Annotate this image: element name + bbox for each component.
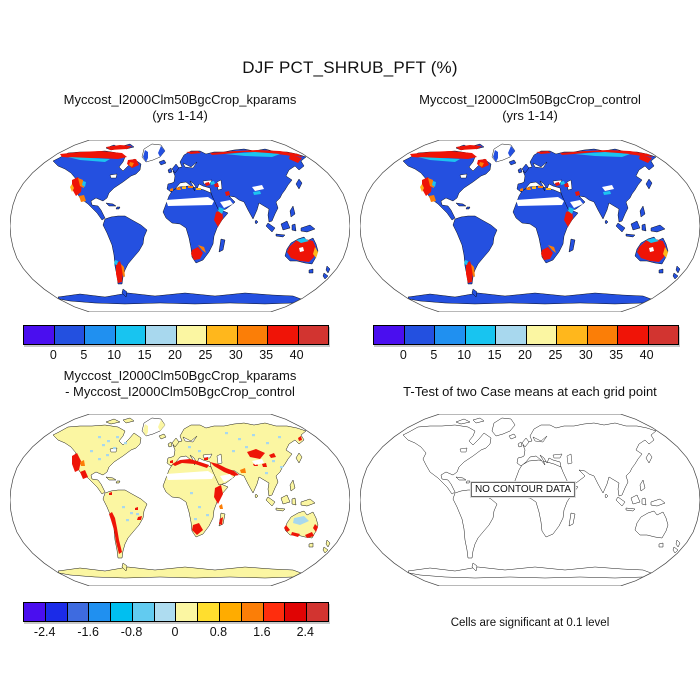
colorbar-tick-label: 35 xyxy=(609,348,624,362)
figure-title: DJF PCT_SHRUB_PFT (%) xyxy=(242,58,458,77)
colorbar-cell xyxy=(617,326,648,344)
colorbar-tick-label: 5 xyxy=(430,348,438,362)
map-diff-svg xyxy=(10,414,350,586)
colorbar-diff: -2.4 -1.6 -0.8 0 0.8 1.6 2.4 xyxy=(23,602,329,642)
colorbar-tick-label: 30 xyxy=(228,348,243,362)
colorbar-cell xyxy=(219,603,241,621)
map-kparams xyxy=(10,140,350,312)
panel-title-kparams: Myccost_I2000Clm50BgcCrop_kparams (yrs 1… xyxy=(10,92,350,124)
panel-title-diff-line1: Myccost_I2000Clm50BgcCrop_kparams xyxy=(63,368,297,383)
colorbar-cell xyxy=(24,603,45,621)
map-diff xyxy=(10,414,350,586)
colorbar-control: 0 5 10 15 20 25 30 35 40 xyxy=(373,325,679,365)
colorbar-diff-cells xyxy=(23,602,329,622)
panel-title-kparams-line2: (yrs 1-14) xyxy=(152,108,208,123)
colorbar-cell xyxy=(66,603,89,621)
colorbar-cell xyxy=(434,326,465,344)
colorbar-cell xyxy=(306,603,328,621)
colorbar-tick-label: 25 xyxy=(548,348,563,362)
colorbar-cell xyxy=(53,326,84,344)
colorbar-tick-label: -1.6 xyxy=(77,625,99,639)
colorbar-cell xyxy=(647,326,678,344)
colorbar-tick-label: -0.8 xyxy=(120,625,143,639)
colorbar-cell xyxy=(556,326,587,344)
map-control xyxy=(360,140,700,312)
map-control-svg xyxy=(360,140,700,312)
colorbar-cell xyxy=(236,326,267,344)
colorbar-tick-label: 10 xyxy=(457,348,472,362)
colorbar-tick-label: 15 xyxy=(487,348,502,362)
colorbar-tick-label: 1.6 xyxy=(253,625,271,639)
colorbar-tick-label: 40 xyxy=(289,348,304,362)
colorbar-control-ticks: 0 5 10 15 20 25 30 35 40 xyxy=(373,348,677,364)
colorbar-cell xyxy=(153,603,176,621)
colorbar-cell xyxy=(44,603,67,621)
no-contour-data-label: NO CONTOUR DATA xyxy=(470,482,576,497)
colorbar-cell xyxy=(525,326,556,344)
colorbar-cell xyxy=(175,326,206,344)
colorbar-kparams: 0 5 10 15 20 25 30 35 40 xyxy=(23,325,329,365)
map-kparams-svg xyxy=(10,140,350,312)
panel-title-control-line1: Myccost_I2000Clm50BgcCrop_control xyxy=(419,92,641,107)
panel-title-kparams-line1: Myccost_I2000Clm50BgcCrop_kparams xyxy=(63,92,297,107)
panel-title-control-line2: (yrs 1-14) xyxy=(502,108,558,123)
colorbar-cell xyxy=(267,326,298,344)
colorbar-tick-label: 0 xyxy=(399,348,407,362)
colorbar-cell xyxy=(403,326,434,344)
colorbar-tick-label: 0 xyxy=(171,625,179,639)
map-ttest-svg xyxy=(360,414,700,586)
colorbar-control-cells xyxy=(373,325,679,345)
colorbar-cell xyxy=(464,326,495,344)
colorbar-cell xyxy=(114,326,145,344)
colorbar-cell xyxy=(262,603,285,621)
colorbar-cell xyxy=(240,603,263,621)
colorbar-tick-label: 10 xyxy=(107,348,122,362)
colorbar-tick-label: 35 xyxy=(259,348,274,362)
colorbar-cell xyxy=(206,326,237,344)
panel-title-diff: Myccost_I2000Clm50BgcCrop_kparams - Mycc… xyxy=(10,368,350,400)
colorbar-tick-label: -2.4 xyxy=(33,625,56,639)
colorbar-tick-label: 15 xyxy=(137,348,152,362)
colorbar-tick-label: 0 xyxy=(49,348,57,362)
colorbar-tick-label: 5 xyxy=(80,348,88,362)
colorbar-cell xyxy=(495,326,526,344)
colorbar-cell xyxy=(110,603,132,621)
colorbar-cell xyxy=(145,326,176,344)
colorbar-cell xyxy=(131,603,154,621)
panel-title-control: Myccost_I2000Clm50BgcCrop_control (yrs 1… xyxy=(360,92,700,124)
significance-caption: Cells are significant at 0.1 level xyxy=(450,617,610,629)
colorbar-tick-label: 0.8 xyxy=(209,625,228,639)
colorbar-cell xyxy=(24,326,54,344)
colorbar-tick-label: 2.4 xyxy=(296,625,314,639)
panel-title-diff-line2: - Myccost_I2000Clm50BgcCrop_control xyxy=(65,384,295,399)
colorbar-tick-label: 20 xyxy=(168,348,182,362)
colorbar-tick-label: 30 xyxy=(578,348,593,362)
colorbar-tick-label: 25 xyxy=(198,348,213,362)
colorbar-cell xyxy=(374,326,404,344)
colorbar-kparams-ticks: 0 5 10 15 20 25 30 35 40 xyxy=(23,348,327,364)
colorbar-cell xyxy=(297,326,328,344)
colorbar-cell xyxy=(197,603,220,621)
map-ttest: NO CONTOUR DATA xyxy=(360,414,700,586)
panel-title-ttest: T-Test of two Case means at each grid po… xyxy=(403,384,657,399)
colorbar-tick-label: 40 xyxy=(639,348,654,362)
colorbar-tick-label: 20 xyxy=(518,348,532,362)
colorbar-kparams-cells xyxy=(23,325,329,345)
colorbar-diff-ticks: -2.4 -1.6 -0.8 0 0.8 1.6 2.4 xyxy=(23,625,327,641)
colorbar-cell xyxy=(88,603,111,621)
colorbar-cell xyxy=(284,603,307,621)
colorbar-cell xyxy=(84,326,115,344)
colorbar-cell xyxy=(586,326,617,344)
colorbar-cell xyxy=(175,603,198,621)
